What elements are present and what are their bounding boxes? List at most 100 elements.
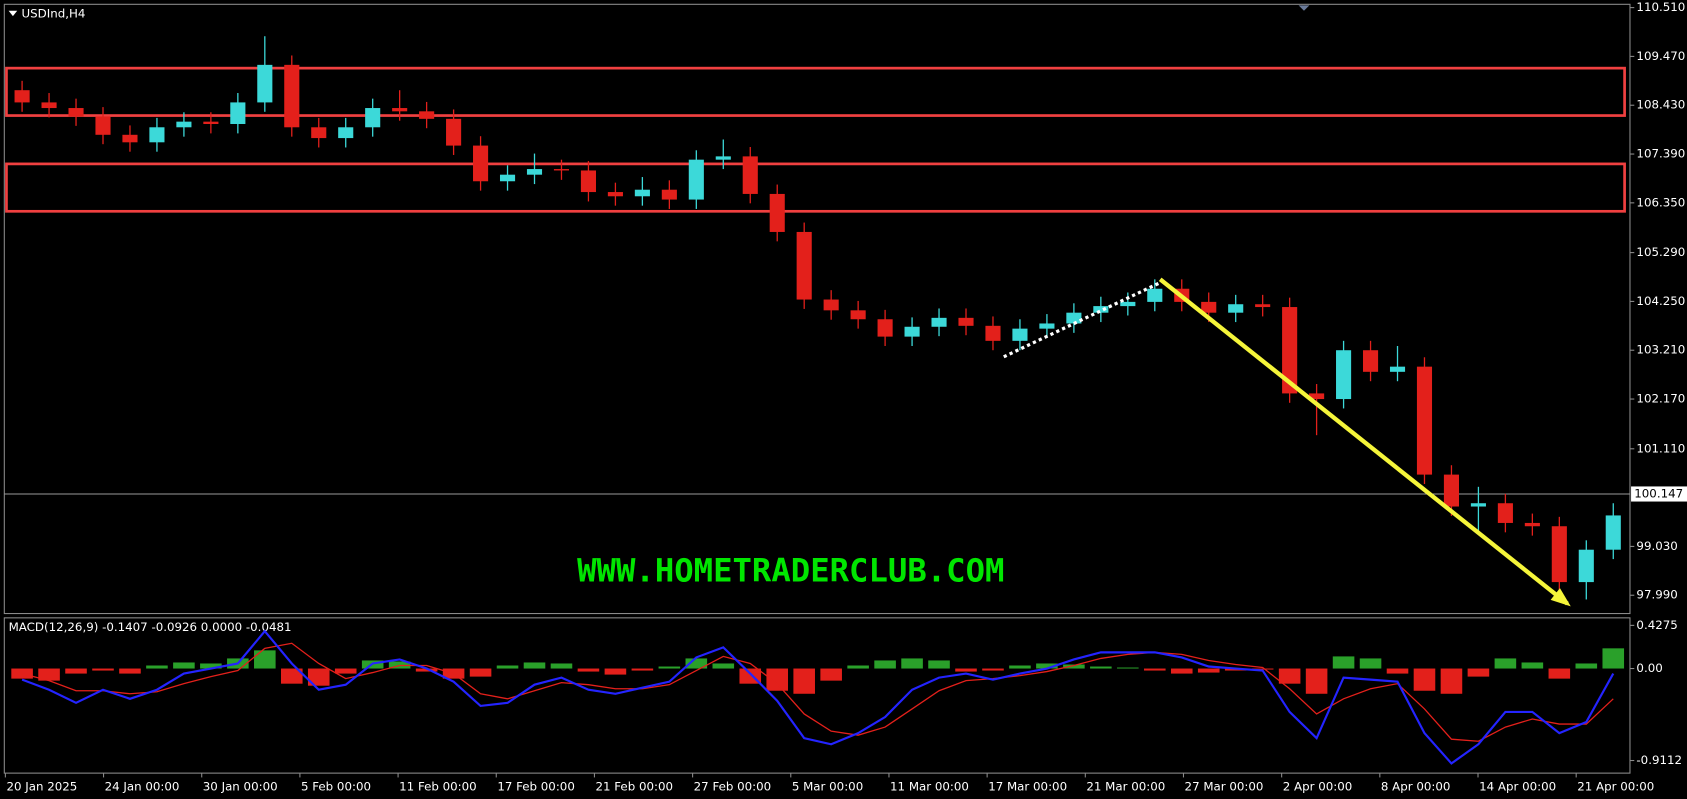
candle-body: [122, 134, 138, 143]
trendline: [1158, 277, 1569, 606]
macd-bar: [1117, 667, 1139, 669]
macd-bar: [901, 658, 923, 669]
macd-title: MACD(12,26,9) -0.1407 -0.0926 0.0000 -0.…: [9, 620, 292, 634]
macd-bar: [1251, 668, 1274, 670]
candle-body: [904, 326, 920, 337]
macd-bar: [982, 668, 1004, 671]
candle-body: [526, 169, 543, 175]
macd-bar: [334, 668, 357, 674]
y-tick-label: 99.030: [1636, 539, 1677, 553]
candle-body: [1524, 522, 1540, 527]
candle-body: [446, 118, 462, 146]
macd-bar: [1386, 668, 1409, 674]
candle-body: [1147, 288, 1163, 302]
current-price-box: [1631, 486, 1687, 502]
macd-bar: [604, 668, 627, 675]
shift-marker: [1298, 5, 1310, 11]
macd-bar: [1090, 666, 1112, 669]
candle-body: [338, 127, 354, 139]
y-tick-label: 102.170: [1636, 392, 1685, 406]
candle-body: [1012, 328, 1028, 341]
candle-body: [419, 111, 435, 119]
macd-bar: [820, 668, 842, 681]
macd-bar: [1036, 663, 1058, 669]
macd-bar: [1170, 668, 1193, 674]
candle-body: [661, 189, 677, 200]
current-price-label: 100.147: [1634, 486, 1683, 500]
candle-body: [1605, 515, 1621, 550]
candle-body: [392, 108, 408, 112]
macd-bar: [631, 668, 654, 671]
menu-arrow[interactable]: [8, 10, 18, 17]
candle-body: [1389, 366, 1406, 372]
macd-bar: [658, 666, 681, 669]
candle-body: [68, 108, 84, 117]
x-tick-label: 24 Jan 00:00: [105, 780, 180, 794]
candle-body: [1416, 366, 1433, 475]
macd-bar: [65, 668, 87, 674]
candle-body: [715, 156, 731, 160]
macd-bar: [577, 668, 600, 672]
candle-body: [796, 231, 812, 300]
candle-body: [1066, 312, 1082, 324]
y-tick-label: -0.9112: [1636, 753, 1682, 767]
y-tick-label: 0.00: [1636, 661, 1662, 675]
macd-bar: [496, 665, 519, 669]
macd-bar: [685, 658, 708, 669]
candle-body: [1282, 307, 1298, 394]
candle-body: [1039, 323, 1055, 329]
candle-body: [473, 145, 489, 182]
macd-bar: [415, 668, 438, 672]
candle-body: [958, 317, 974, 326]
candle-body: [1093, 306, 1109, 313]
macd-bar: [1359, 658, 1382, 669]
macd-bar: [1467, 668, 1490, 677]
macd-bar: [793, 668, 815, 694]
candle-body: [311, 127, 327, 139]
macd-bar: [1575, 663, 1598, 669]
macd-bar: [550, 663, 573, 669]
signal-line: [21, 642, 1614, 742]
candle-body: [1255, 304, 1271, 308]
x-tick-label: 11 Feb 00:00: [399, 780, 477, 794]
macd-bar: [874, 660, 896, 669]
macd-bar: [1494, 658, 1517, 669]
candle-body: [634, 189, 650, 197]
macd-bar: [1009, 665, 1031, 669]
x-tick-label: 5 Feb 00:00: [301, 780, 371, 794]
x-tick-label: 17 Feb 00:00: [497, 780, 575, 794]
x-tick-label: 11 Mar 00:00: [890, 780, 969, 794]
zone: [5, 162, 1626, 213]
macd-bar: [1278, 668, 1301, 684]
candle-body: [877, 319, 893, 337]
macd-bar: [1440, 668, 1463, 694]
macd-bar: [1332, 656, 1355, 669]
macd-bar: [173, 662, 195, 669]
macd-panel: [3, 617, 1631, 774]
candle-body: [769, 193, 785, 232]
macd-bar: [38, 668, 60, 681]
candle-body: [1578, 549, 1594, 583]
candle-body: [230, 102, 246, 124]
watermark: WWW.HOMETRADERCLUB.COM: [577, 552, 1004, 590]
x-tick-label: 21 Apr 00:00: [1577, 780, 1654, 794]
candle-body: [553, 169, 570, 171]
candle-body: [985, 325, 1001, 341]
y-tick-label: 103.210: [1636, 343, 1685, 357]
macd-bar: [119, 668, 141, 674]
macd-bar: [928, 660, 950, 669]
macd-bar: [1521, 662, 1544, 669]
y-tick-label: 105.290: [1636, 245, 1685, 259]
candle-body: [284, 64, 300, 128]
x-tick-label: 21 Mar 00:00: [1086, 780, 1165, 794]
chart-title: USDInd,H4: [22, 7, 86, 21]
price-panel: [3, 3, 1631, 615]
candle-body: [1120, 301, 1136, 307]
macd-bar: [1413, 668, 1436, 691]
candle-body: [931, 317, 947, 327]
macd-bar: [1305, 668, 1328, 694]
candle-body: [1470, 503, 1486, 507]
y-tick-label: 106.350: [1636, 195, 1685, 209]
